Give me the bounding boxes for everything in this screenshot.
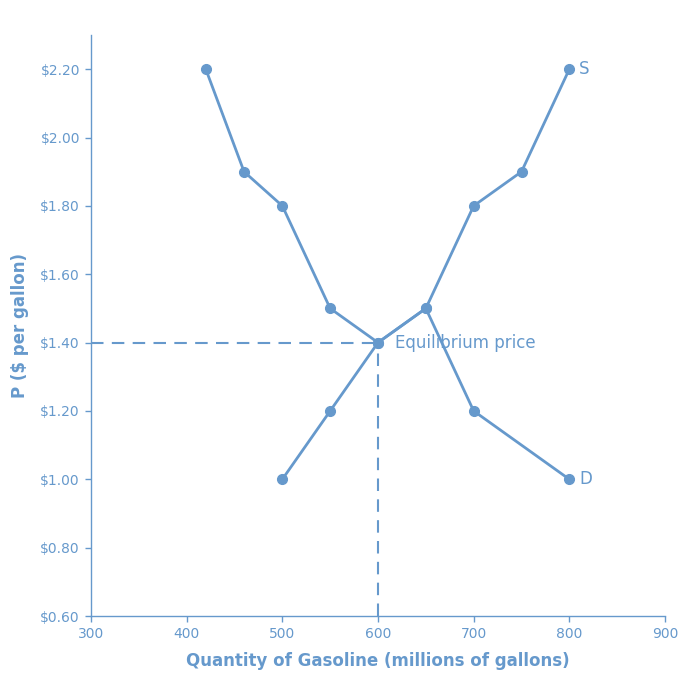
- Y-axis label: P ($ per gallon): P ($ per gallon): [11, 253, 29, 398]
- Text: Equilibrium price: Equilibrium price: [395, 334, 536, 351]
- X-axis label: Quantity of Gasoline (millions of gallons): Quantity of Gasoline (millions of gallon…: [186, 652, 570, 670]
- Text: D: D: [579, 470, 592, 489]
- Text: S: S: [579, 60, 589, 78]
